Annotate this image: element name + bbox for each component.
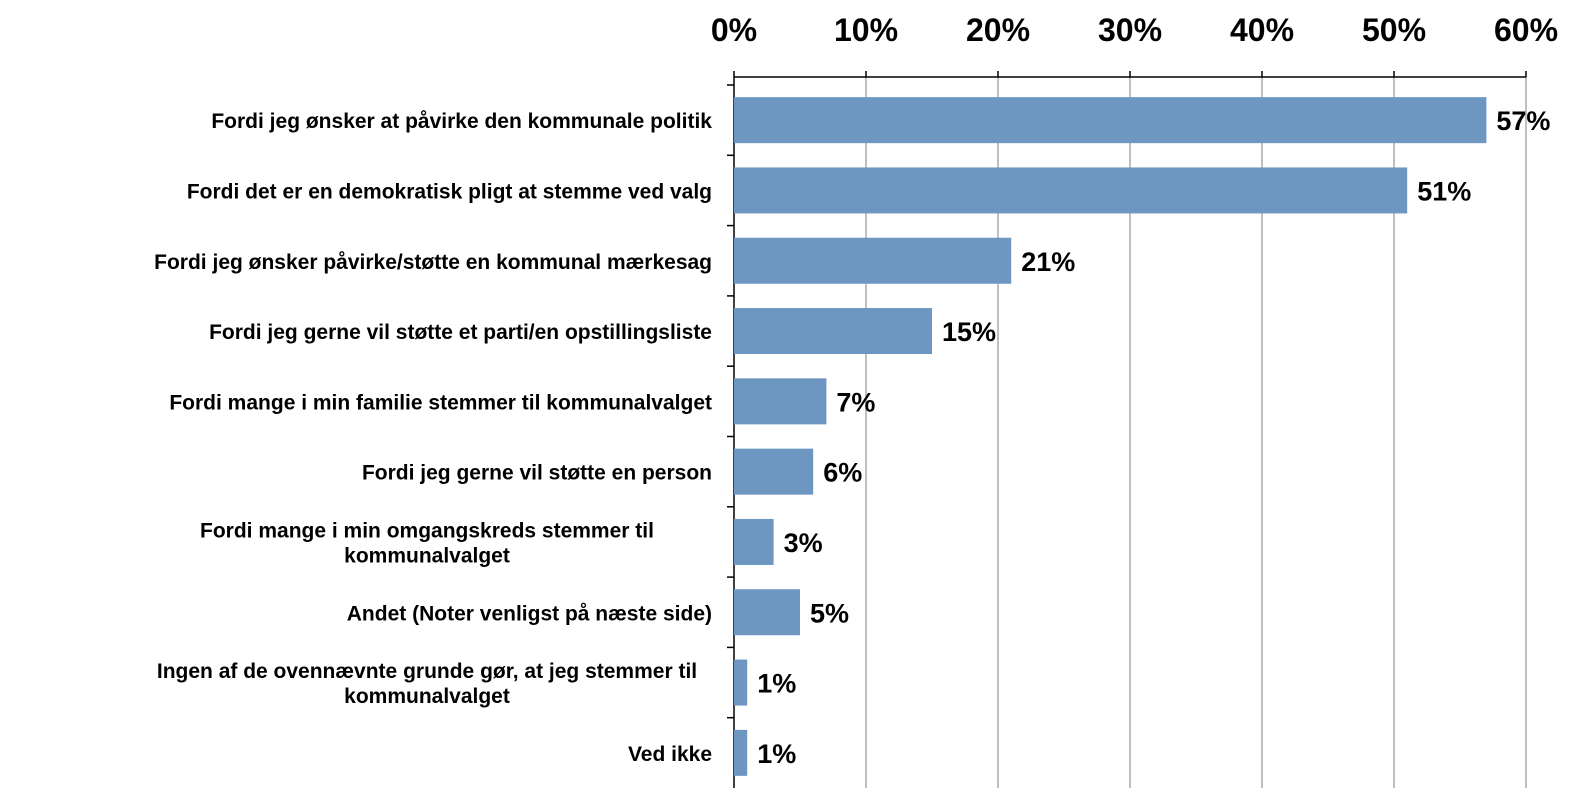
bar	[734, 308, 932, 355]
data-label: 1%	[757, 669, 796, 699]
bar	[734, 448, 814, 495]
data-label: 5%	[810, 598, 849, 628]
data-label: 7%	[836, 387, 875, 417]
data-label: 15%	[942, 317, 996, 347]
data-label: 6%	[823, 458, 862, 488]
category-label: Fordi jeg gerne vil støtte en person	[362, 462, 712, 485]
bar	[734, 167, 1408, 214]
x-tick-label: 30%	[1098, 12, 1162, 48]
bar	[734, 378, 827, 425]
bar	[734, 589, 800, 636]
bar	[734, 659, 748, 706]
category-label: Fordi jeg gerne vil støtte et parti/en o…	[209, 321, 712, 344]
bar	[734, 729, 748, 776]
category-label: Fordi det er en demokratisk pligt at ste…	[187, 180, 712, 203]
category-label: Fordi mange i min familie stemmer til ko…	[169, 391, 712, 414]
data-label: 1%	[757, 739, 796, 769]
category-label: Fordi jeg ønsker at påvirke den kommunal…	[211, 110, 712, 133]
bar	[734, 518, 774, 565]
bar	[734, 237, 1012, 284]
x-tick-label: 0%	[711, 12, 757, 48]
data-label: 51%	[1417, 176, 1471, 206]
bar	[734, 97, 1487, 144]
category-label: Fordi mange i min omgangskreds stemmer t…	[200, 519, 654, 567]
x-tick-label: 60%	[1494, 12, 1558, 48]
data-label: 3%	[784, 528, 823, 558]
x-tick-label: 10%	[834, 12, 898, 48]
category-label: Ingen af de ovennævnte grunde gør, at je…	[157, 660, 697, 708]
x-tick-label: 50%	[1362, 12, 1426, 48]
category-label: Andet (Noter venligst på næste side)	[347, 602, 712, 625]
category-label: Ved ikke	[628, 743, 712, 766]
data-label: 57%	[1496, 106, 1550, 136]
x-tick-label: 20%	[966, 12, 1030, 48]
category-label: Fordi jeg ønsker påvirke/støtte en kommu…	[154, 251, 712, 274]
x-tick-label: 40%	[1230, 12, 1294, 48]
data-label: 21%	[1021, 247, 1075, 277]
